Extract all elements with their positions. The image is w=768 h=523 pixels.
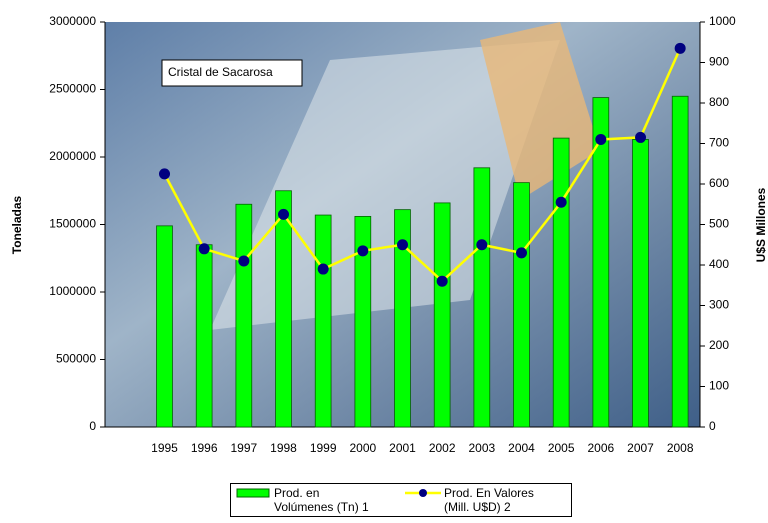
x-tick-label: 2007 [627,441,654,455]
x-tick-label: 2003 [468,441,495,455]
legend-item: Prod. en Volúmenes (Tn) 1 [231,484,401,516]
marker [635,132,646,143]
bar [196,245,212,427]
bar [315,215,331,427]
marker [556,197,567,208]
marker [595,134,606,145]
bar [514,183,530,427]
y-tick-label: 1500000 [49,217,96,231]
marker [437,276,448,287]
y-tick-label: 3000000 [49,14,96,28]
marker [199,243,210,254]
marker [159,168,170,179]
bar [474,168,490,427]
bar [236,204,252,427]
y-tick-label: 500000 [56,352,96,366]
marker [476,239,487,250]
y-tick-label: 1000000 [49,284,96,298]
marker [675,43,686,54]
legend-label: Prod. en Volúmenes (Tn) 1 [274,486,374,514]
y2-tick-label: 800 [709,95,729,109]
x-tick-label: 2002 [429,441,456,455]
legend-item: Prod. En Valores (Mill. U$D) 2 [401,484,571,516]
annotation: Cristal de Sacarosa [168,65,273,79]
legend: Prod. en Volúmenes (Tn) 1 Prod. En Valore… [230,483,572,517]
legend-marker [419,489,427,497]
marker [357,245,368,256]
y2-tick-label: 300 [709,298,729,312]
x-tick-label: 2000 [349,441,376,455]
bar [434,203,450,427]
marker [278,209,289,220]
bar [157,226,173,427]
bar [553,138,569,427]
y2-tick-label: 700 [709,136,729,150]
legend-swatch [235,488,271,498]
legend-label: Prod. En Valores (Mill. U$D) 2 [444,486,544,514]
chart: Cristal de Sacarosa Toneladas U$S Millon… [0,0,768,523]
x-tick-label: 2008 [667,441,694,455]
page: {"chart_data": {"type": "bar-line", "ann… [0,0,768,523]
y-tick-label: 0 [89,419,96,433]
y2-tick-label: 1000 [709,14,736,28]
y-tick-label: 2000000 [49,149,96,163]
x-tick-label: 1996 [191,441,218,455]
x-tick-label: 1997 [230,441,257,455]
marker [397,239,408,250]
x-tick-label: 2006 [587,441,614,455]
legend-swatch [405,488,441,498]
x-tick-label: 1999 [310,441,337,455]
bar [633,139,649,427]
y2-tick-label: 400 [709,257,729,271]
x-tick-label: 2004 [508,441,535,455]
y2-tick-label: 900 [709,55,729,69]
marker [238,255,249,266]
y-axis-label: Toneladas [10,195,24,254]
y2-tick-label: 100 [709,379,729,393]
x-tick-label: 1995 [151,441,178,455]
x-tick-label: 2001 [389,441,416,455]
marker [318,264,329,275]
y2-axis-label: U$S Millones [754,187,768,262]
bar [672,96,688,427]
y2-tick-label: 600 [709,176,729,190]
x-tick-label: 2005 [548,441,575,455]
bar [276,191,292,427]
marker [516,247,527,258]
x-tick-label: 1998 [270,441,297,455]
y-tick-label: 2500000 [49,82,96,96]
legend-bar [237,489,269,497]
y2-tick-label: 200 [709,338,729,352]
y2-tick-label: 500 [709,217,729,231]
y2-tick-label: 0 [709,419,716,433]
